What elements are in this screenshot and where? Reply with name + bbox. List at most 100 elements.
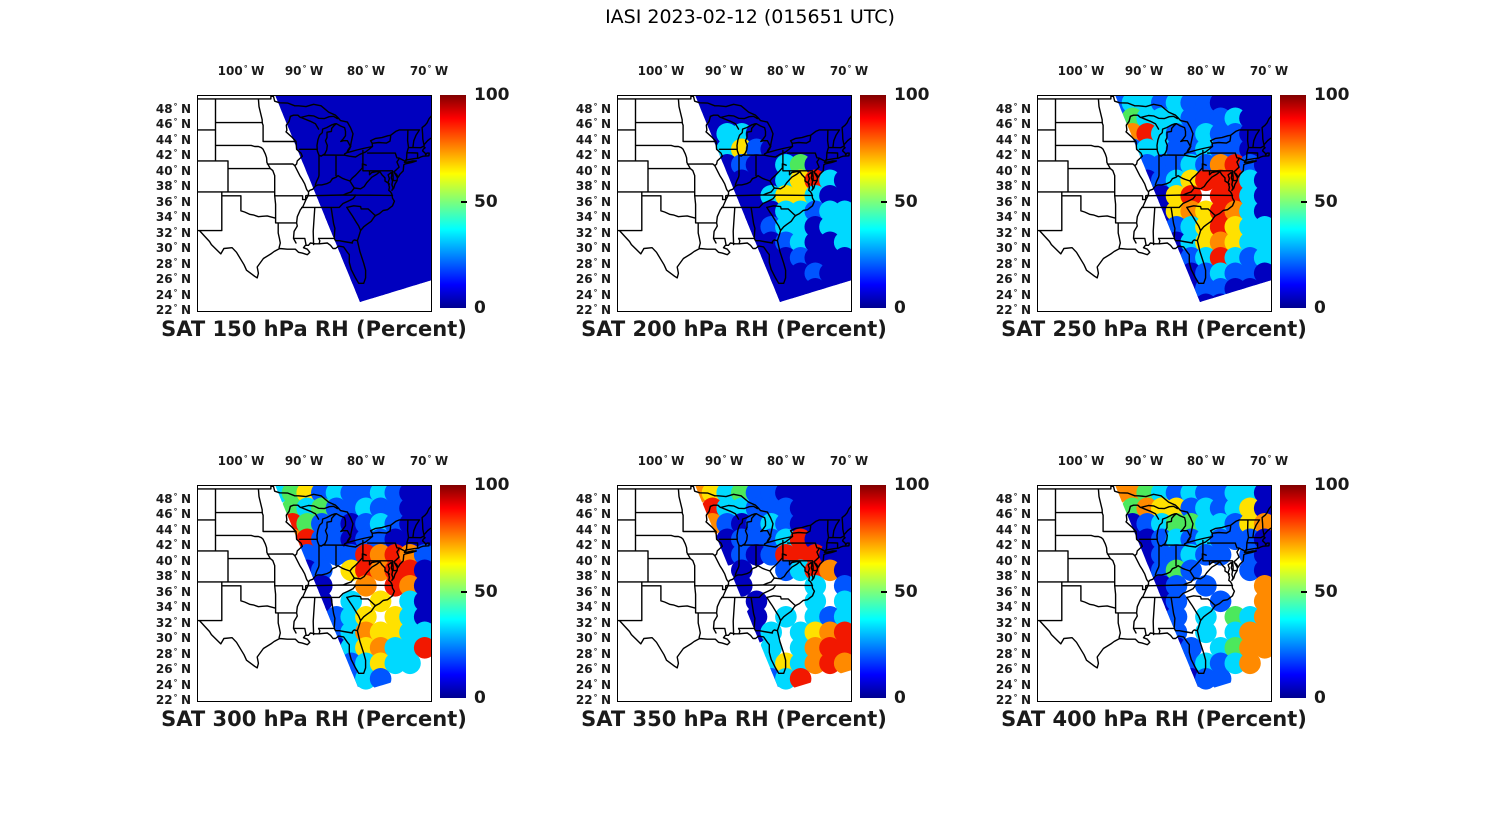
lat-tick-44N: 44° N [575, 133, 611, 147]
lat-tick-32N: 32° N [995, 226, 1031, 240]
panel-title-200: SAT 200 hPa RH (Percent) [581, 317, 887, 341]
lat-tick-46N: 46° N [575, 507, 611, 521]
lon-tick-90W: 90° W [1124, 454, 1164, 468]
lat-tick-38N: 38° N [995, 179, 1031, 193]
map-plot-400 [1037, 485, 1272, 702]
lat-tick-24N: 24° N [995, 288, 1031, 302]
lat-tick-34N: 34° N [995, 600, 1031, 614]
axes-frame [197, 485, 432, 702]
panel-title-300: SAT 300 hPa RH (Percent) [161, 707, 467, 731]
lat-tick-42N: 42° N [155, 538, 191, 552]
colorbar-label-50: 50 [894, 582, 918, 602]
axes-frame [617, 95, 852, 312]
rh-data-layer [695, 485, 852, 690]
lon-tick-70W: 70° W [409, 64, 449, 78]
lat-tick-22N: 22° N [995, 693, 1031, 707]
lat-tick-46N: 46° N [575, 117, 611, 131]
lon-tick-80W: 80° W [1186, 454, 1226, 468]
lat-tick-38N: 38° N [155, 569, 191, 583]
lat-tick-30N: 30° N [995, 241, 1031, 255]
lat-tick-48N: 48° N [155, 492, 191, 506]
lat-tick-32N: 32° N [155, 616, 191, 630]
lat-tick-46N: 46° N [995, 117, 1031, 131]
panel-title-400: SAT 400 hPa RH (Percent) [1001, 707, 1307, 731]
map-plot-250 [1037, 95, 1272, 312]
lat-tick-40N: 40° N [155, 164, 191, 178]
lat-tick-38N: 38° N [575, 569, 611, 583]
map-plot-300 [197, 485, 432, 702]
lon-tick-100W: 100° W [637, 64, 685, 78]
lat-tick-22N: 22° N [995, 303, 1031, 317]
lon-tick-90W: 90° W [704, 64, 744, 78]
colorbar-tick-50 [1301, 591, 1307, 593]
lon-tick-90W: 90° W [704, 454, 744, 468]
colorbar-label-50: 50 [1314, 192, 1338, 212]
lon-tick-80W: 80° W [346, 454, 386, 468]
colorbar-label-50: 50 [894, 192, 918, 212]
lat-tick-32N: 32° N [155, 226, 191, 240]
lat-tick-26N: 26° N [995, 662, 1031, 676]
lon-tick-70W: 70° W [829, 64, 869, 78]
lat-tick-34N: 34° N [575, 600, 611, 614]
lat-tick-26N: 26° N [995, 272, 1031, 286]
lat-tick-44N: 44° N [155, 523, 191, 537]
lon-tick-100W: 100° W [217, 454, 265, 468]
lon-tick-80W: 80° W [766, 454, 806, 468]
axes-frame [617, 485, 852, 702]
panel-300: 100° W 90° W 80° W 70° W 48° N 46° N 44° N 42° … [156, 454, 510, 731]
lat-tick-38N: 38° N [995, 569, 1031, 583]
lat-tick-48N: 48° N [575, 492, 611, 506]
lat-tick-46N: 46° N [155, 507, 191, 521]
lat-tick-32N: 32° N [575, 616, 611, 630]
lat-tick-24N: 24° N [995, 678, 1031, 692]
lat-tick-48N: 48° N [995, 102, 1031, 116]
lat-tick-22N: 22° N [575, 303, 611, 317]
lat-tick-30N: 30° N [575, 631, 611, 645]
colorbar-tick-50 [881, 591, 887, 593]
state-borders [617, 95, 852, 284]
lat-tick-48N: 48° N [575, 102, 611, 116]
colorbar-label-100: 100 [894, 85, 930, 105]
panel-200: 100° W 90° W 80° W 70° W 48° N 46° N 44° N 42° … [576, 64, 930, 341]
colorbar-label-100: 100 [894, 475, 930, 495]
map-plot-200 [617, 95, 852, 312]
lat-tick-24N: 24° N [575, 678, 611, 692]
colorbar-label-50: 50 [474, 582, 498, 602]
lat-tick-48N: 48° N [995, 492, 1031, 506]
lat-tick-44N: 44° N [155, 133, 191, 147]
map-plot-350 [617, 485, 852, 702]
lat-tick-42N: 42° N [575, 538, 611, 552]
lat-tick-36N: 36° N [995, 195, 1031, 209]
lat-tick-42N: 42° N [995, 148, 1031, 162]
lat-tick-38N: 38° N [155, 179, 191, 193]
lon-tick-70W: 70° W [1249, 64, 1289, 78]
lat-tick-34N: 34° N [155, 210, 191, 224]
lon-tick-100W: 100° W [217, 64, 265, 78]
lon-tick-100W: 100° W [1057, 454, 1105, 468]
lat-tick-26N: 26° N [155, 662, 191, 676]
lon-tick-100W: 100° W [1057, 64, 1105, 78]
axes-frame [1037, 95, 1272, 312]
lat-tick-28N: 28° N [575, 257, 611, 271]
colorbar-label-0: 0 [894, 298, 906, 318]
colorbar-label-0: 0 [1314, 298, 1326, 318]
lat-tick-28N: 28° N [575, 647, 611, 661]
lat-tick-36N: 36° N [995, 585, 1031, 599]
lat-tick-36N: 36° N [575, 195, 611, 209]
axes-frame [197, 95, 432, 312]
colorbar-tick-50 [881, 201, 887, 203]
lat-tick-22N: 22° N [575, 693, 611, 707]
figure-title: IASI 2023-02-12 (015651 UTC) [605, 6, 895, 28]
lat-tick-26N: 26° N [155, 272, 191, 286]
lat-tick-22N: 22° N [155, 303, 191, 317]
lat-tick-28N: 28° N [155, 257, 191, 271]
lat-tick-24N: 24° N [155, 678, 191, 692]
lat-tick-30N: 30° N [995, 631, 1031, 645]
lat-tick-40N: 40° N [995, 164, 1031, 178]
lat-tick-42N: 42° N [995, 538, 1031, 552]
lat-tick-24N: 24° N [155, 288, 191, 302]
lat-tick-30N: 30° N [575, 241, 611, 255]
lat-tick-26N: 26° N [575, 272, 611, 286]
colorbar-tick-50 [461, 201, 467, 203]
panel-250: 100° W 90° W 80° W 70° W 48° N 46° N 44° N 42° … [996, 64, 1350, 341]
